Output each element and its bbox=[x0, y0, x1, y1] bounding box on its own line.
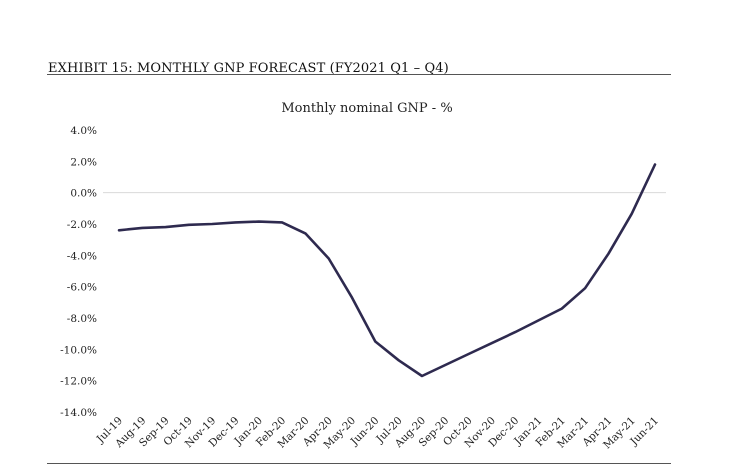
y-tick-label: -10.0% bbox=[60, 344, 97, 356]
x-axis: Jul-19Aug-19Sep-19Oct-19Nov-19Dec-19Jan-… bbox=[94, 415, 661, 452]
y-tick-label: 0.0% bbox=[70, 188, 97, 200]
y-tick-label: -14.0% bbox=[60, 407, 97, 419]
chart-title: Monthly nominal GNP - % bbox=[281, 101, 452, 116]
series-layer bbox=[117, 163, 657, 378]
y-tick-label: -12.0% bbox=[60, 376, 97, 388]
exhibit-title: EXHIBIT 15: MONTHLY GNP FORECAST (FY2021… bbox=[48, 61, 449, 76]
y-tick-label: 2.0% bbox=[70, 156, 97, 168]
y-tick-label: -8.0% bbox=[67, 313, 97, 325]
y-tick-label: -2.0% bbox=[67, 219, 97, 231]
y-axis: 4.0% 2.0% 0.0% -2.0% -4.0% -6.0% -8.0% -10.0% -1… bbox=[60, 125, 97, 419]
y-tick-label: 4.0% bbox=[70, 125, 97, 137]
top-rule bbox=[47, 74, 671, 75]
y-tick-label: -6.0% bbox=[67, 282, 97, 294]
series-line bbox=[117, 163, 657, 378]
bottom-rule bbox=[47, 463, 671, 464]
y-tick-label: -4.0% bbox=[67, 250, 97, 262]
